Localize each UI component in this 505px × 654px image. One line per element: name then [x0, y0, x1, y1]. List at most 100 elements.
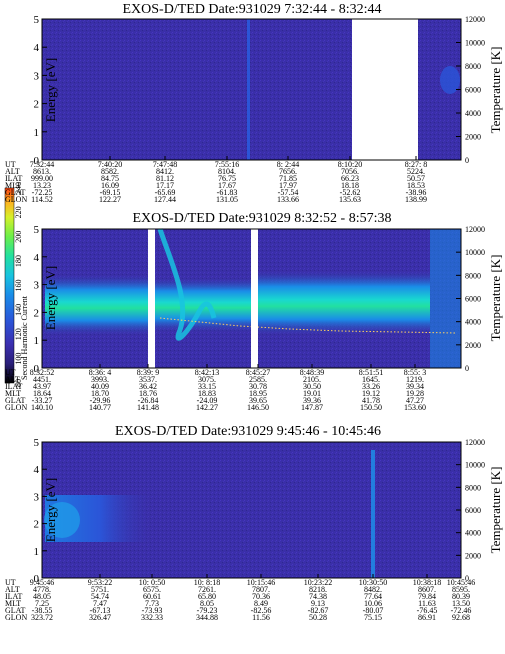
y2tick-label: 8000 — [465, 62, 481, 71]
meta-cell: 79.84 — [418, 592, 436, 601]
panel-2-temperature-trace — [159, 317, 456, 334]
panel-2-gap-1 — [148, 229, 155, 368]
meta-cell: 33.26 — [362, 382, 380, 391]
meta-cell: 5224. — [407, 167, 425, 176]
meta-cell: 19.01 — [303, 389, 321, 398]
meta-row-label: GLON — [5, 195, 27, 204]
meta-cell: 19.12 — [362, 389, 380, 398]
ytick-label: 5 — [34, 14, 40, 26]
meta-cell: 4451. — [33, 375, 51, 384]
panel-1-enhancement-line — [247, 19, 250, 160]
meta-cell: 8.05 — [200, 599, 214, 608]
meta-cell: 7.25 — [35, 599, 49, 608]
meta-cell: 74.38 — [309, 592, 327, 601]
meta-cell: 47.27 — [406, 396, 424, 405]
panel-title: EXOS-D/TED Date:931029 7:32:44 - 8:32:44 — [123, 2, 382, 17]
meta-cell: 7.47 — [93, 599, 107, 608]
meta-cell: 39.36 — [303, 396, 321, 405]
meta-cell: 18.83 — [198, 389, 216, 398]
meta-cell: 48.05 — [33, 592, 51, 601]
ytick-label: 3 — [34, 491, 40, 503]
ytick-label: 4 — [34, 42, 40, 54]
meta-cell: 326.47 — [89, 613, 111, 622]
panel-2-band-left — [45, 274, 148, 336]
meta-cell: 9:45:46 — [30, 578, 54, 587]
y2tick-label: 4000 — [465, 109, 481, 118]
meta-cell: 999.00 — [31, 174, 53, 183]
meta-cell: 5751. — [91, 585, 109, 594]
meta-cell: -57.54 — [278, 188, 299, 197]
meta-cell: 80.39 — [452, 592, 470, 601]
meta-row-label: MLT — [5, 389, 21, 398]
meta-cell: 50.28 — [309, 613, 327, 622]
meta-cell: 8218. — [309, 585, 327, 594]
colorbar-gradient — [4, 187, 15, 384]
colorbar-tick-label: 160 — [14, 280, 23, 292]
meta-row-label: UT — [5, 578, 16, 587]
meta-cell: -69.15 — [100, 188, 121, 197]
meta-cell: 8:39: 9 — [137, 368, 159, 377]
ytick-label: 5 — [34, 437, 40, 449]
y2tick-label: 8000 — [465, 483, 481, 492]
colorbar-tick-label: 140 — [14, 304, 23, 316]
y2tick-label: 2000 — [465, 551, 481, 560]
meta-cell: -72.46 — [451, 606, 472, 615]
colorbar-tick-label: 220 — [14, 206, 23, 218]
meta-cell: 3993. — [91, 375, 109, 384]
meta-cell: 92.68 — [452, 613, 470, 622]
y2tick-label: 4000 — [465, 318, 481, 327]
meta-cell: 11.63 — [418, 599, 436, 608]
meta-row-label: ALT — [5, 375, 20, 384]
panel-2-oscillation — [157, 228, 217, 341]
meta-cell: 8:42:13 — [195, 368, 219, 377]
meta-cell: 3537. — [139, 375, 157, 384]
meta-row-label: ILAT — [5, 174, 22, 183]
panel-2: EXOS-D/TED Date:931029 8:32:52 - 8:57:38… — [5, 211, 503, 412]
meta-cell: -67.13 — [90, 606, 111, 615]
meta-cell: -33.27 — [32, 396, 53, 405]
meta-cell: 10: 8:18 — [194, 578, 220, 587]
meta-cell: 16.09 — [101, 181, 119, 190]
meta-cell: 7807. — [252, 585, 270, 594]
colorbar-tick-label: 80 — [14, 379, 23, 387]
panel-1: EXOS-D/TED Date:931029 7:32:44 - 8:32:44… — [5, 2, 503, 204]
meta-cell: 8:36: 4 — [89, 368, 111, 377]
colorbar-tick-label: 120 — [14, 328, 23, 340]
meta-cell: 8:48:39 — [300, 368, 324, 377]
meta-cell: 13.23 — [33, 181, 51, 190]
meta-cell: 75.15 — [364, 613, 382, 622]
meta-cell: 18.76 — [139, 389, 157, 398]
meta-cell: 1219. — [406, 375, 424, 384]
meta-row-label: GLON — [5, 403, 27, 412]
y2tick-label: 12000 — [465, 15, 485, 24]
panel-2-right-edge — [430, 229, 461, 368]
meta-cell: 10: 0:50 — [139, 578, 165, 587]
panel-title: EXOS-D/TED Date:931029 9:45:46 - 10:45:4… — [115, 424, 381, 439]
y2tick-label: 10000 — [465, 248, 485, 257]
meta-cell: 36.42 — [139, 382, 157, 391]
meta-row-label: GLAT — [5, 396, 26, 405]
colorbar-tick-label: 180 — [14, 255, 23, 267]
y2tick-label: 2000 — [465, 133, 481, 142]
meta-cell: 18.95 — [249, 389, 267, 398]
meta-cell: -24.09 — [197, 396, 218, 405]
meta-cell: -76.45 — [417, 606, 438, 615]
panel-3-enhancement-line — [371, 450, 375, 578]
meta-cell: 150.50 — [360, 403, 382, 412]
colorbar-tick-label: 200 — [14, 231, 23, 243]
meta-cell: 8:51:51 — [359, 368, 383, 377]
meta-cell: 122.27 — [99, 195, 121, 204]
meta-cell: 147.87 — [301, 403, 323, 412]
meta-cell: 10:15:46 — [247, 578, 275, 587]
colorbar-label: Second Harmonic Current — [20, 295, 29, 380]
meta-cell: 127.44 — [154, 195, 176, 204]
colorbar-tick-label: 100 — [14, 353, 23, 365]
meta-cell: 146.50 — [247, 403, 269, 412]
meta-cell: 39.65 — [249, 396, 267, 405]
meta-cell: 30.78 — [249, 382, 267, 391]
y2tick-label: 6000 — [465, 506, 481, 515]
y2tick-label: 0 — [465, 364, 469, 373]
ytick-label: 4 — [34, 464, 40, 476]
meta-cell: 39.34 — [406, 382, 424, 391]
meta-cell: 142.27 — [196, 403, 218, 412]
